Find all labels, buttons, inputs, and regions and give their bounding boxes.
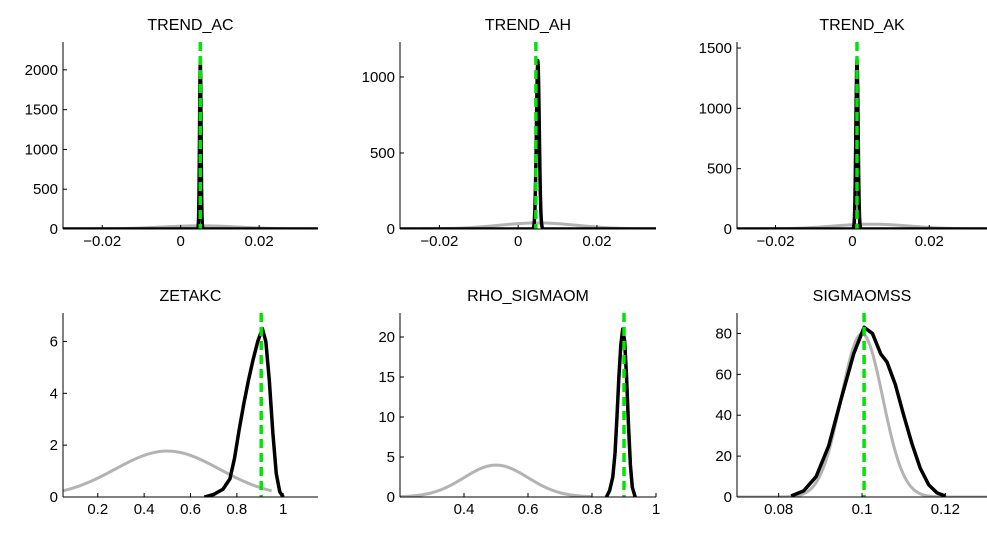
y-tick-label: 500 — [370, 145, 395, 162]
y-tick-label: 20 — [715, 448, 732, 465]
x-tick-label: −0.02 — [756, 233, 794, 250]
y-tick-label: 2000 — [25, 62, 58, 79]
y-tick-label: 15 — [378, 369, 395, 386]
subplot-title: SIGMAOMSS — [813, 288, 912, 305]
y-tick-label: 0 — [387, 221, 395, 238]
posterior-density-line — [604, 327, 637, 497]
posterior-density-line — [63, 55, 318, 229]
y-tick-label: 0 — [50, 489, 58, 506]
prior-density-line — [737, 332, 987, 497]
y-tick-label: 0 — [724, 221, 732, 238]
x-tick-label: 0.1 — [852, 501, 873, 518]
y-tick-label: 0 — [50, 221, 58, 238]
x-tick-label: 0.02 — [245, 233, 274, 250]
prior-density-line — [63, 449, 272, 493]
y-tick-label: 1000 — [362, 69, 395, 86]
y-tick-label: 20 — [378, 329, 395, 346]
subplot-title: RHO_SIGMAOM — [467, 288, 589, 305]
y-tick-label: 500 — [33, 181, 58, 198]
y-tick-label: 4 — [50, 385, 58, 402]
y-tick-label: 1500 — [25, 102, 58, 119]
x-tick-label: 0 — [848, 233, 856, 250]
y-tick-label: 80 — [715, 325, 732, 342]
subplot-title: TREND_AH — [485, 17, 571, 34]
posterior-density-line — [400, 58, 656, 229]
y-tick-label: 5 — [387, 449, 395, 466]
x-tick-label: 1 — [279, 501, 287, 518]
curves — [63, 42, 318, 229]
x-tick-label: 0 — [514, 233, 522, 250]
subplot-zetakc: ZETAKC 0.2 0.4 0.6 0.8 1 0 2 4 6 — [50, 288, 318, 518]
y-tick-label: 60 — [715, 366, 732, 383]
x-tick-label: 0.08 — [764, 501, 793, 518]
y-tick-label: 1000 — [699, 100, 732, 117]
x-tick-label: 0.8 — [582, 501, 603, 518]
x-tick-label: −0.02 — [420, 233, 458, 250]
curves — [63, 313, 285, 497]
y-tick-label: 0 — [724, 489, 732, 506]
x-tick-label: 0.2 — [87, 501, 108, 518]
x-tick-label: 0.8 — [226, 501, 247, 518]
subplot-title: TREND_AK — [819, 17, 905, 34]
subplot-title: TREND_AC — [147, 17, 233, 34]
y-tick-label: 10 — [378, 409, 395, 426]
x-tick-label: 0.4 — [454, 501, 475, 518]
y-tick-label: 1000 — [25, 141, 58, 158]
subplot-trend-ah: TREND_AH −0.02 0 0.02 0 500 1000 — [362, 17, 656, 250]
curves — [400, 313, 637, 497]
subplot-trend-ac: TREND_AC −0.02 0 0.02 0 500 1000 1500 2000 — [25, 17, 318, 250]
x-tick-label: 0.6 — [518, 501, 539, 518]
y-tick-label: 0 — [387, 489, 395, 506]
posterior-density-line — [790, 325, 946, 497]
curves — [737, 313, 987, 497]
x-tick-label: 0.6 — [180, 501, 201, 518]
y-tick-label: 500 — [707, 161, 732, 178]
posterior-density-line — [203, 326, 285, 497]
y-tick-label: 40 — [715, 407, 732, 424]
y-tick-label: 2 — [50, 437, 58, 454]
x-tick-label: 0.02 — [582, 233, 611, 250]
x-tick-label: 0 — [177, 233, 185, 250]
subplot-sigmaomss: SIGMAOMSS 0.08 0.1 0.12 0 20 40 60 80 — [715, 288, 987, 518]
curves — [737, 42, 987, 229]
x-tick-label: 0.02 — [915, 233, 944, 250]
subplot-title: ZETAKC — [160, 288, 222, 305]
subplot-trend-ak: TREND_AK −0.02 0 0.02 0 500 1000 1500 — [699, 17, 987, 250]
x-tick-label: 0.12 — [931, 501, 960, 518]
x-tick-label: 1 — [652, 501, 660, 518]
y-tick-label: 6 — [50, 334, 58, 351]
x-tick-label: 0.4 — [134, 501, 155, 518]
curves — [400, 42, 656, 229]
y-tick-label: 1500 — [699, 40, 732, 57]
x-tick-label: −0.02 — [83, 233, 121, 250]
posterior-density-line — [737, 58, 987, 229]
prior-density-line — [400, 463, 593, 497]
